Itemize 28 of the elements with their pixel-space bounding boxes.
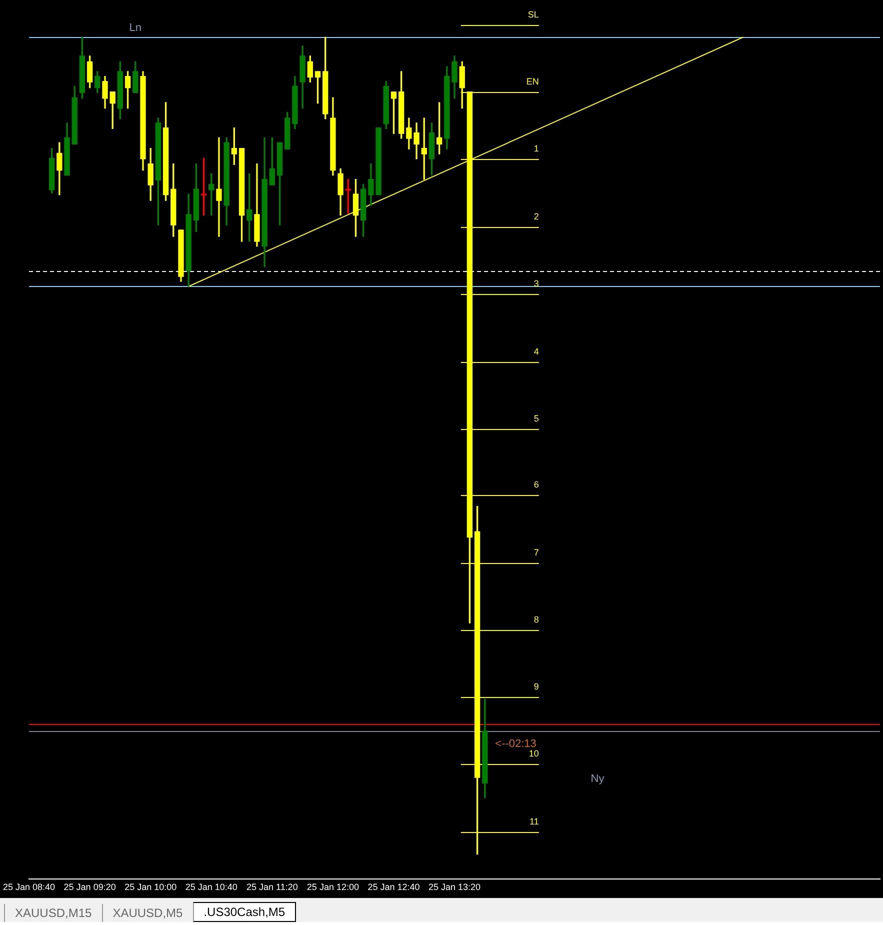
annotation: 7 bbox=[534, 547, 539, 558]
annotation: <--02:13 bbox=[495, 738, 536, 750]
text: XAUUSD,M15 bbox=[4, 904, 102, 922]
x-tick-label: 25 Jan 08:40 bbox=[3, 882, 56, 892]
annotation: 9 bbox=[534, 681, 539, 692]
annotation: Ny bbox=[590, 773, 605, 785]
text: Ln bbox=[129, 22, 142, 34]
x-tick-label: 25 Jan 10:40 bbox=[185, 882, 238, 892]
annotation: 2 bbox=[534, 211, 539, 222]
x-tick-label: 25 Jan 12:40 bbox=[368, 882, 420, 892]
x-tick-label: 25 Jan 11:20 bbox=[246, 882, 298, 892]
annotation: 8 bbox=[534, 614, 539, 624]
annotation: 5 bbox=[534, 413, 539, 424]
annotation: 4 bbox=[534, 346, 539, 356]
annotation: EN bbox=[526, 76, 539, 86]
annotation: 6 bbox=[534, 479, 539, 490]
x-tick-label: 25 Jan 09:20 bbox=[64, 882, 116, 892]
candlestick bbox=[216, 137, 222, 237]
text: .US30Cash,M5 bbox=[192, 902, 296, 922]
x-tick-label: 25 Jan 10:00 bbox=[124, 882, 177, 892]
x-tick-label: 25 Jan 12:00 bbox=[306, 882, 359, 892]
annotation: 10 bbox=[528, 748, 539, 758]
x-tick-label: 25 Jan 13:20 bbox=[428, 882, 481, 892]
annotation: 3 bbox=[534, 278, 539, 288]
annotation: 11 bbox=[530, 816, 539, 826]
text: XAUUSD,M5 bbox=[102, 904, 193, 922]
annotation: 1 bbox=[534, 143, 539, 154]
text: SL bbox=[528, 9, 539, 20]
